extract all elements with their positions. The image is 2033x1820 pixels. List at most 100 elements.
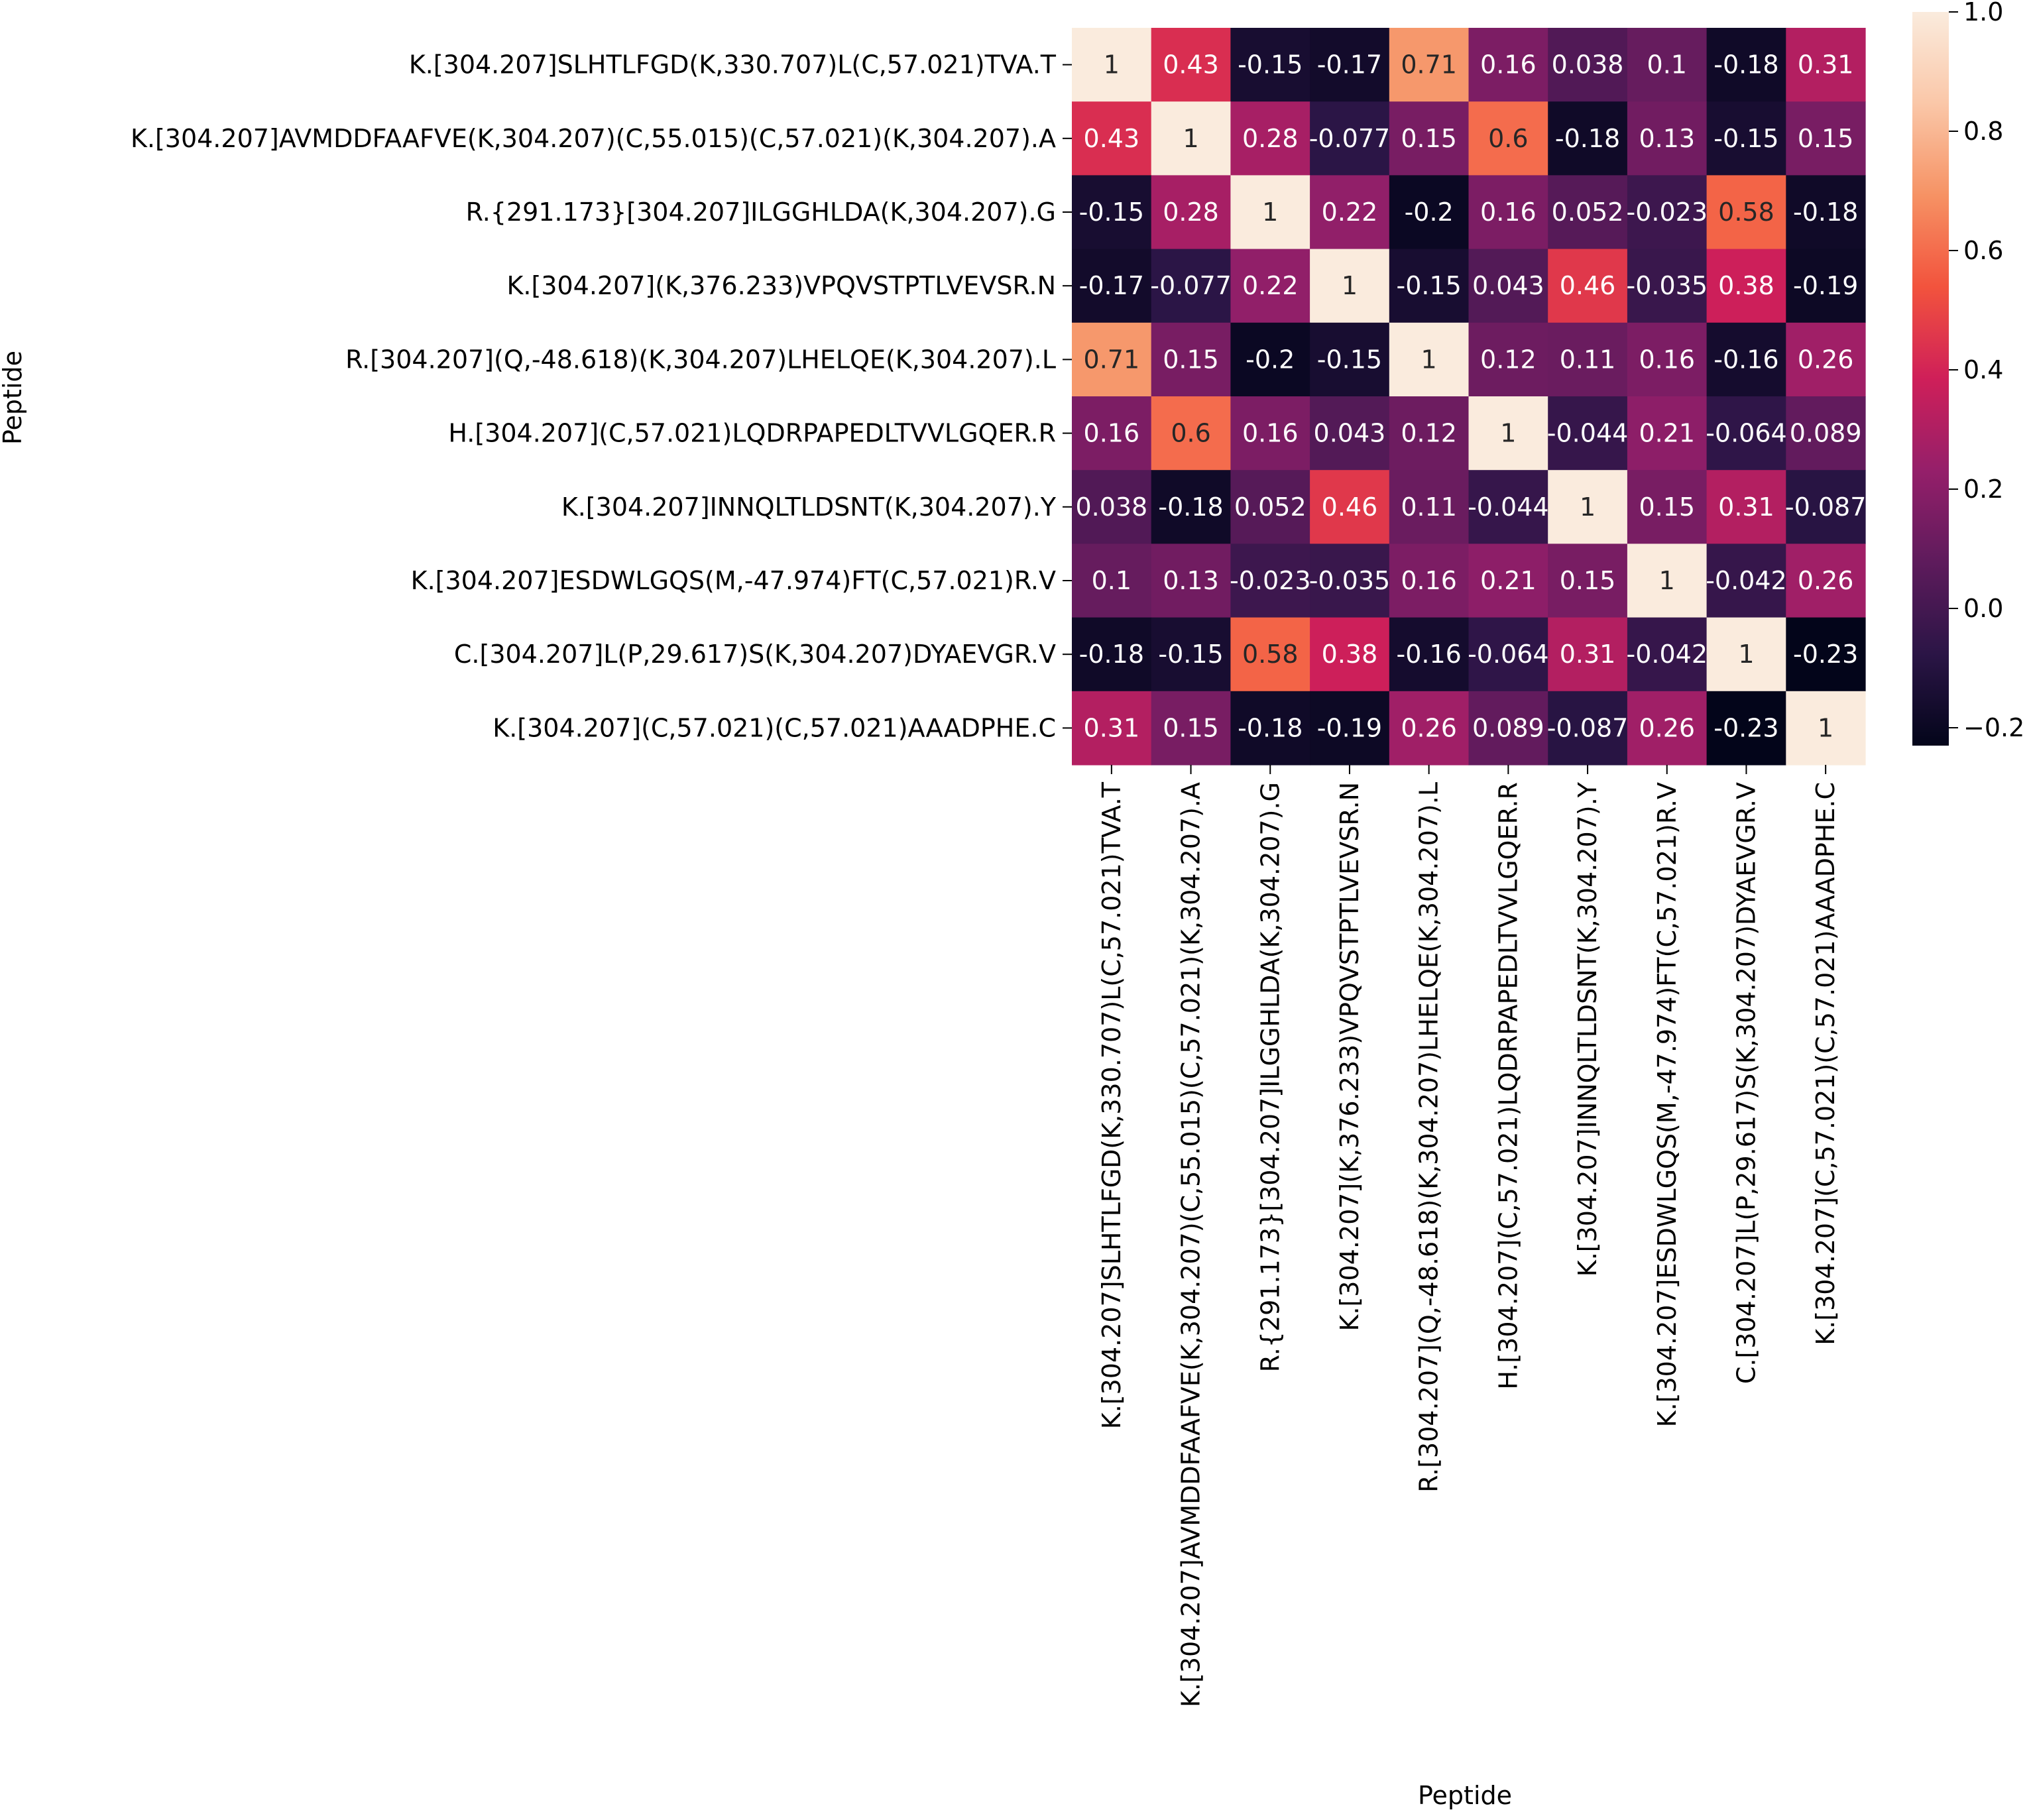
cell-label-r0-c3: -0.17 [1317, 50, 1382, 80]
x-tick-label: K.[304.207](K,376.233)VPQVSTPTLVEVSR.N [1335, 782, 1364, 1332]
heatmap-cell-r2-c6 [1548, 175, 1628, 250]
heatmap-cell-r3-c9 [1786, 249, 1866, 323]
heatmap-cell-r5-c2 [1230, 396, 1310, 471]
x-tick-label: K.[304.207]SLHTLFGD(K,330.707)L(C,57.021… [1097, 781, 1126, 1429]
x-tick-label: C.[304.207]L(P,29.617)S(K,304.207)DYAEVG… [1731, 782, 1761, 1384]
cell-label-r5-c1: 0.6 [1171, 419, 1210, 448]
heatmap-cell-r0-c6 [1548, 28, 1628, 102]
cell-label-r2-c1: 0.28 [1163, 198, 1219, 227]
cell-label-r2-c4: -0.2 [1405, 198, 1454, 227]
heatmap-cell-r9-c3 [1310, 691, 1390, 766]
cell-label-r7-c1: 0.13 [1163, 566, 1219, 595]
heatmap-cell-r5-c1 [1151, 396, 1231, 471]
heatmap-cell-r2-c0 [1072, 175, 1152, 250]
heatmap-cell-r7-c3 [1310, 543, 1390, 618]
cell-label-r1-c9: 0.15 [1798, 124, 1854, 153]
heatmap-cell-r1-c5 [1468, 101, 1548, 176]
cell-label-r6-c8: 0.31 [1718, 492, 1774, 522]
heatmap-cell-r4-c3 [1310, 322, 1390, 397]
cell-label-r4-c2: -0.2 [1246, 345, 1295, 374]
colorbar: 1.0 0.8 0.6 0.4 0.2 0.0 −0.2 [1912, 0, 2024, 746]
heatmap-cell-r0-c2 [1230, 28, 1310, 102]
cell-label-r4-c6: 0.11 [1560, 345, 1616, 374]
colorbar-gradient [1912, 12, 1949, 746]
heatmap-cell-r1-c3 [1310, 101, 1390, 176]
heatmap-cell-r6-c7 [1627, 470, 1708, 544]
heatmap-cell-r0-c8 [1706, 28, 1786, 102]
cell-label-r5-c9: 0.089 [1790, 419, 1862, 448]
cell-label-r2-c9: -0.18 [1793, 198, 1858, 227]
heatmap-cell-r0-c5 [1468, 28, 1548, 102]
colorbar-tick-label: 0.4 [1963, 355, 2003, 384]
cell-label-r4-c8: -0.16 [1714, 345, 1778, 374]
cell-label-r3-c8: 0.38 [1718, 271, 1774, 300]
cell-label-r8-c9: -0.23 [1793, 640, 1858, 669]
heatmap-cell-r2-c7 [1627, 175, 1708, 250]
cell-label-r8-c7: -0.042 [1627, 640, 1708, 669]
cell-label-r0-c2: -0.15 [1238, 50, 1303, 80]
heatmap-cell-r6-c4 [1389, 470, 1470, 544]
heatmap-cell-r2-c2 [1230, 175, 1310, 250]
heatmap-cell-r1-c9 [1786, 101, 1866, 176]
cell-label-r3-c3: 1 [1342, 271, 1358, 300]
heatmap-cell-r0-c0 [1072, 28, 1152, 102]
heatmap-cell-r3-c0 [1072, 249, 1152, 323]
heatmap-cell-r9-c1 [1151, 691, 1231, 766]
heatmap-cell-r4-c8 [1706, 322, 1786, 397]
heatmap-cell-r9-c4 [1389, 691, 1470, 766]
cell-label-r9-c9: 1 [1818, 713, 1833, 742]
heatmap-cell-r7-c2 [1230, 543, 1310, 618]
colorbar-tick-label: 0.6 [1963, 236, 2003, 265]
heatmap-cell-r4-c2 [1230, 322, 1310, 397]
cell-label-r7-c6: 0.15 [1560, 566, 1616, 595]
heatmap-cell-r8-c5 [1468, 617, 1548, 692]
cell-label-r1-c7: 0.13 [1639, 124, 1695, 153]
x-tick-label: R.{291.173}[304.207]ILGGHLDA(K,304.207).… [1255, 782, 1285, 1372]
cell-label-r7-c2: -0.023 [1230, 566, 1311, 595]
heatmap-cell-r5-c5 [1468, 396, 1548, 471]
cell-label-r8-c2: 0.58 [1242, 640, 1299, 669]
cell-label-r0-c4: 0.71 [1401, 50, 1457, 80]
heatmap-cell-r2-c3 [1310, 175, 1390, 250]
cell-label-r6-c9: -0.087 [1785, 492, 1867, 522]
y-axis: K.[304.207]SLHTLFGD(K,330.707)L(C,57.021… [131, 50, 1072, 742]
heatmap-cell-r5-c4 [1389, 396, 1470, 471]
cell-annotations: 1 0.43 -0.15 -0.17 0.71 0.16 0.038 0.1 -0.18 0.31… [1075, 50, 1866, 743]
cell-label-r3-c9: -0.19 [1793, 271, 1858, 300]
cell-label-r9-c4: 0.26 [1401, 713, 1457, 742]
cell-label-r2-c2: 1 [1262, 198, 1278, 227]
cell-label-r9-c2: -0.18 [1238, 713, 1303, 742]
heatmap-cell-r3-c8 [1706, 249, 1786, 323]
x-axis: K.[304.207]SLHTLFGD(K,330.707)L(C,57.021… [1097, 765, 1840, 1707]
heatmap-cell-r5-c6 [1548, 396, 1628, 471]
cell-label-r6-c2: 0.052 [1234, 492, 1307, 522]
heatmap-cell-r1-c4 [1389, 101, 1470, 176]
cell-label-r5-c0: 0.16 [1084, 419, 1140, 448]
y-tick-label: H.[304.207](C,57.021)LQDRPAPEDLTVVLGQER.… [448, 419, 1056, 448]
heatmap-cell-r3-c7 [1627, 249, 1708, 323]
cell-label-r7-c8: -0.042 [1706, 566, 1787, 595]
heatmap-cell-r6-c1 [1151, 470, 1231, 544]
cell-label-r3-c0: -0.17 [1079, 271, 1144, 300]
x-axis-title: Peptide [1418, 1781, 1512, 1810]
heatmap-cell-r9-c6 [1548, 691, 1628, 766]
cell-label-r6-c0: 0.038 [1075, 492, 1147, 522]
heatmap-cells [1072, 28, 1866, 766]
heatmap-cell-r1-c2 [1230, 101, 1310, 176]
cell-label-r3-c7: -0.035 [1627, 271, 1708, 300]
cell-label-r5-c4: 0.12 [1401, 419, 1457, 448]
heatmap-cell-r9-c7 [1627, 691, 1708, 766]
heatmap-cell-r7-c4 [1389, 543, 1470, 618]
cell-label-r5-c2: 0.16 [1242, 419, 1299, 448]
heatmap-cell-r4-c4 [1389, 322, 1470, 397]
heatmap-cell-r2-c5 [1468, 175, 1548, 250]
colorbar-tick-label: 0.8 [1963, 117, 2003, 146]
heatmap-cell-r4-c0 [1072, 322, 1152, 397]
cell-label-r1-c4: 0.15 [1401, 124, 1457, 153]
cell-label-r5-c6: -0.044 [1547, 419, 1629, 448]
y-tick-label: R.[304.207](Q,-48.618)(K,304.207)LHELQE(… [345, 345, 1056, 374]
heatmap-cell-r8-c6 [1548, 617, 1628, 692]
y-tick-label: K.[304.207]AVMDDFAAFVE(K,304.207)(C,55.0… [131, 124, 1056, 153]
heatmap-cell-r6-c9 [1786, 470, 1866, 544]
cell-label-r9-c6: -0.087 [1547, 713, 1629, 742]
